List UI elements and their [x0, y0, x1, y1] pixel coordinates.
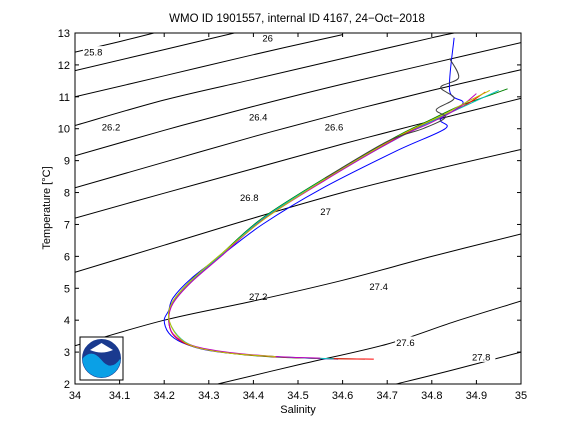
density-contour-2 [75, 34, 343, 98]
x-tick-label: 34.9 [466, 390, 487, 402]
y-tick-label: 11 [59, 92, 70, 104]
density-contour-label: 26 [262, 34, 273, 45]
density-contour-label-bg [368, 280, 393, 292]
x-tick-label: 34 [69, 390, 81, 402]
x-tick-label: 34.5 [287, 390, 308, 402]
plot-area [74, 32, 522, 385]
y-tick-label: 4 [64, 315, 70, 327]
density-contour-label: 27.2 [249, 292, 268, 303]
x-tick-label: 34.8 [421, 390, 442, 402]
density-contour-label-bg [323, 121, 349, 133]
density-contour-7 [75, 149, 521, 273]
y-tick-label: 9 [64, 156, 70, 168]
density-contour-4 [75, 42, 521, 157]
x-tick-label: 34.1 [109, 390, 130, 402]
x-axis-label: Salinity [280, 404, 316, 416]
density-contour-label-bg [470, 350, 496, 362]
x-tick-label: 34.3 [198, 390, 219, 402]
density-contour-label-bg [82, 46, 108, 58]
density-contour-label: 27.8 [472, 352, 491, 363]
y-tick-label: 10 [58, 124, 70, 136]
y-tick-label: 3 [64, 347, 70, 359]
density-contour-label: 26.4 [249, 113, 268, 124]
y-axis-label: Temperature [°C] [41, 166, 53, 249]
y-tick-label: 6 [64, 251, 70, 263]
x-tick-label: 35 [515, 390, 527, 402]
density-contour-label-bg [247, 111, 273, 123]
density-contour-label-bg [100, 121, 126, 133]
x-tick-label: 34.6 [332, 390, 353, 402]
profile-line-4 [168, 93, 477, 359]
y-axis: 2 3 4 5 6 7 8 9 10 11 12 13 [58, 28, 521, 391]
density-contour-label: 27.4 [369, 282, 388, 293]
density-contour-label-bg [319, 205, 333, 217]
density-contour-10 [395, 351, 521, 384]
y-tick-label: 2 [64, 379, 70, 391]
noaa-logo [79, 336, 124, 381]
profile-line-5 [168, 89, 491, 358]
y-tick-label: 8 [64, 188, 70, 200]
density-contour-label: 27.6 [396, 338, 415, 349]
density-contour-label-bg [261, 33, 275, 44]
x-tick-label: 34.2 [153, 390, 174, 402]
density-contour-label-bg [247, 290, 273, 302]
density-contour-label: 26.8 [240, 193, 259, 204]
density-contours: 25.8 26 26.2 26.4 26.6 26.8 27 27.2 27.4 27.6 27.8 [75, 33, 521, 384]
density-contour-label-bg [395, 336, 420, 348]
density-contour-label: 26.2 [102, 123, 121, 134]
x-tick-label: 34.7 [376, 390, 397, 402]
y-tick-label: 12 [58, 60, 70, 72]
y-tick-label: 7 [64, 219, 70, 231]
y-tick-label: 5 [64, 283, 70, 295]
profile-line-6 [324, 58, 460, 179]
x-axis: 34 34.1 34.2 34.3 34.4 34.5 34.6 34.7 34.8 34.9 35 [69, 33, 527, 402]
density-contour-9 [217, 300, 521, 384]
density-contour-label: 27 [320, 207, 331, 218]
density-contour-label-bg [239, 191, 264, 203]
x-tick-label: 34.4 [243, 390, 264, 402]
density-contour-3 [75, 33, 455, 126]
y-tick-label: 13 [58, 28, 70, 40]
profiles [163, 37, 508, 360]
density-contour-label: 25.8 [84, 48, 103, 59]
density-contour-8 [75, 233, 521, 347]
density-contour-label: 26.6 [325, 123, 344, 134]
chart-title: WMO ID 1901557, internal ID 4167, 24−Oct… [169, 13, 425, 25]
